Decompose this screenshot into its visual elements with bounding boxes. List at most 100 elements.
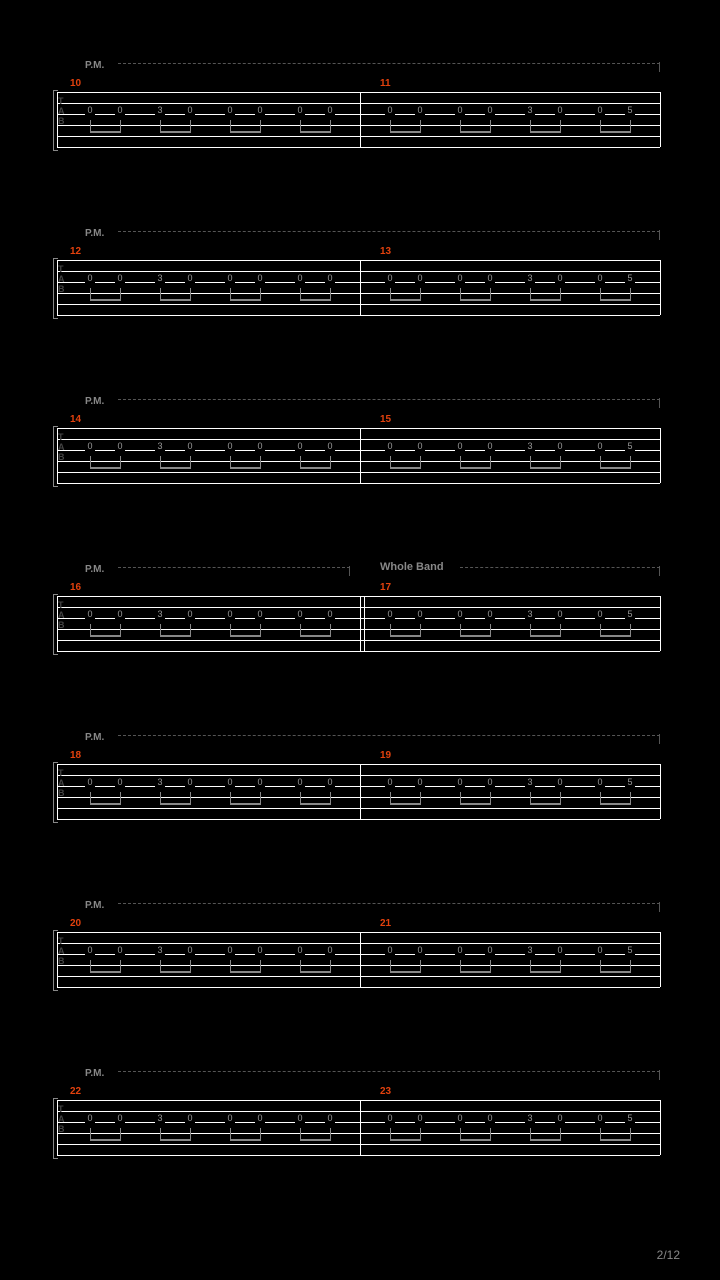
fret-number: 5 bbox=[625, 441, 635, 451]
string-line bbox=[57, 651, 660, 652]
fret-number: 0 bbox=[325, 945, 335, 955]
fret-number: 0 bbox=[255, 441, 265, 451]
beam bbox=[230, 635, 261, 637]
beam bbox=[90, 635, 121, 637]
fret-number: 0 bbox=[595, 1113, 605, 1123]
fret-number: 0 bbox=[415, 273, 425, 283]
string-line bbox=[57, 260, 660, 261]
fret-number: 0 bbox=[595, 777, 605, 787]
beam bbox=[530, 131, 561, 133]
measure-number: 14 bbox=[70, 414, 81, 425]
page-number: 2/12 bbox=[657, 1248, 680, 1262]
beam bbox=[600, 467, 631, 469]
fret-number: 0 bbox=[115, 1113, 125, 1123]
fret-number: 0 bbox=[385, 441, 395, 451]
fret-number: 0 bbox=[595, 273, 605, 283]
fret-number: 0 bbox=[385, 273, 395, 283]
beam bbox=[390, 131, 421, 133]
string-line bbox=[57, 775, 660, 776]
beam bbox=[600, 1139, 631, 1141]
barline bbox=[660, 1100, 661, 1155]
measure-number: 20 bbox=[70, 918, 81, 929]
fret-number: 0 bbox=[555, 273, 565, 283]
beam bbox=[300, 131, 331, 133]
string-line bbox=[57, 103, 660, 104]
fret-number: 0 bbox=[385, 609, 395, 619]
fret-number: 0 bbox=[385, 1113, 395, 1123]
string-line bbox=[57, 1111, 660, 1112]
fret-number: 0 bbox=[595, 609, 605, 619]
pm-label: P.M. bbox=[85, 228, 104, 239]
beams-row bbox=[60, 1128, 660, 1146]
beam bbox=[600, 803, 631, 805]
beam bbox=[460, 299, 491, 301]
beam bbox=[460, 803, 491, 805]
beams-row bbox=[60, 624, 660, 642]
fret-number: 0 bbox=[295, 105, 305, 115]
pm-label: P.M. bbox=[85, 564, 104, 575]
pm-label: P.M. bbox=[85, 60, 104, 71]
fret-number: 0 bbox=[85, 105, 95, 115]
fret-number: 3 bbox=[525, 105, 535, 115]
fret-number: 0 bbox=[485, 945, 495, 955]
fret-number: 0 bbox=[455, 273, 465, 283]
fret-number: 0 bbox=[225, 609, 235, 619]
fret-number: 0 bbox=[485, 105, 495, 115]
beam bbox=[160, 635, 191, 637]
fret-number: 0 bbox=[255, 945, 265, 955]
barline bbox=[660, 92, 661, 147]
pm-dash-end bbox=[659, 566, 660, 576]
tab-clef-letter: T bbox=[58, 600, 64, 610]
fret-number: 5 bbox=[625, 609, 635, 619]
fret-number: 0 bbox=[325, 441, 335, 451]
string-line bbox=[57, 271, 660, 272]
measure-number: 13 bbox=[380, 246, 391, 257]
beam bbox=[90, 299, 121, 301]
tab-clef-letter: T bbox=[58, 432, 64, 442]
barline bbox=[660, 260, 661, 315]
fret-number: 0 bbox=[185, 777, 195, 787]
beam bbox=[90, 971, 121, 973]
pm-dash-end bbox=[659, 398, 660, 408]
pm-dash bbox=[118, 231, 660, 242]
beams-row bbox=[60, 960, 660, 978]
fret-number: 0 bbox=[185, 273, 195, 283]
fret-number: 5 bbox=[625, 273, 635, 283]
fret-number: 5 bbox=[625, 777, 635, 787]
fret-number: 0 bbox=[415, 609, 425, 619]
fret-number: 0 bbox=[455, 945, 465, 955]
beam bbox=[300, 1139, 331, 1141]
fret-number: 0 bbox=[225, 105, 235, 115]
string-line bbox=[57, 596, 660, 597]
fret-number: 0 bbox=[295, 1113, 305, 1123]
fret-number: 3 bbox=[525, 273, 535, 283]
fret-number: 0 bbox=[455, 777, 465, 787]
beam bbox=[300, 299, 331, 301]
fret-number: 0 bbox=[85, 777, 95, 787]
fret-number: 0 bbox=[325, 105, 335, 115]
tab-clef-letter: T bbox=[58, 936, 64, 946]
fret-number: 0 bbox=[325, 273, 335, 283]
fret-number: 0 bbox=[185, 441, 195, 451]
fret-number: 0 bbox=[555, 441, 565, 451]
fret-number: 0 bbox=[415, 1113, 425, 1123]
pm-dash-end bbox=[659, 230, 660, 240]
fret-number: 3 bbox=[155, 105, 165, 115]
string-line bbox=[57, 932, 660, 933]
fret-number: 0 bbox=[455, 441, 465, 451]
fret-number: 0 bbox=[325, 777, 335, 787]
pm-dash-end bbox=[659, 1070, 660, 1080]
fret-number: 0 bbox=[255, 105, 265, 115]
fret-number: 0 bbox=[485, 1113, 495, 1123]
fret-number: 0 bbox=[255, 777, 265, 787]
fret-number: 0 bbox=[185, 105, 195, 115]
fret-number: 0 bbox=[295, 273, 305, 283]
section-label: Whole Band bbox=[380, 561, 444, 573]
measure-number: 11 bbox=[380, 78, 391, 89]
pm-dash-end bbox=[659, 62, 660, 72]
beam bbox=[300, 803, 331, 805]
fret-number: 0 bbox=[455, 1113, 465, 1123]
measure-number: 17 bbox=[380, 582, 391, 593]
beam bbox=[460, 467, 491, 469]
fret-number: 0 bbox=[415, 441, 425, 451]
